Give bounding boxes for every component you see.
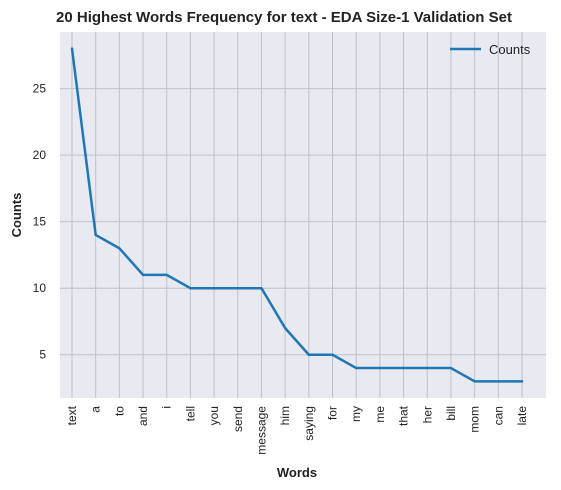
x-tick-label: my: [349, 406, 363, 422]
series-layer: [70, 47, 524, 383]
data-point: [118, 247, 121, 250]
x-tick-label: can: [491, 406, 505, 425]
data-point: [165, 273, 168, 277]
x-axis-label: Words: [277, 465, 317, 480]
data-point: [426, 366, 429, 370]
data-point: [331, 353, 334, 356]
x-tick-label: i: [160, 406, 174, 409]
data-point: [260, 287, 263, 290]
data-point: [212, 287, 216, 290]
data-point: [378, 366, 382, 370]
x-tick-label: text: [65, 405, 79, 425]
x-tick-label: her: [420, 406, 434, 423]
data-point: [189, 287, 192, 290]
data-point: [473, 380, 476, 383]
data-point: [402, 366, 405, 370]
legend-label-counts: Counts: [489, 42, 531, 57]
data-point: [355, 366, 358, 370]
y-tick-label: 25: [33, 82, 47, 96]
x-tick-label: tell: [183, 406, 197, 421]
data-point: [236, 287, 239, 290]
data-point: [497, 380, 500, 383]
data-point: [520, 380, 524, 383]
x-tick-label: him: [278, 406, 292, 425]
y-axis-label: Counts: [9, 193, 24, 238]
data-point: [283, 326, 287, 330]
x-tick-label: you: [207, 406, 221, 425]
x-tick-label: a: [89, 406, 103, 413]
chart-title: 20 Highest Words Frequency for text - ED…: [56, 9, 512, 26]
data-point: [141, 273, 145, 277]
x-tick-label: bill: [444, 406, 458, 421]
x-tick-label: me: [373, 406, 387, 423]
x-tick-label: late: [515, 406, 529, 426]
y-tick-label: 10: [33, 281, 47, 295]
y-tick-label: 15: [33, 215, 47, 229]
data-point: [70, 47, 74, 50]
y-tick-label: 20: [33, 148, 47, 162]
y-tick-label: 5: [39, 348, 46, 362]
x-tick-label: that: [397, 405, 411, 426]
x-tick-label: send: [231, 406, 245, 432]
legend: Counts: [450, 42, 531, 57]
x-tick-label: and: [136, 406, 150, 426]
grid-lines: [60, 32, 546, 398]
x-tick-label: saying: [302, 406, 316, 441]
data-point: [94, 233, 97, 237]
x-axis-ticks: text a to and i tell you send message him saying fo…: [65, 405, 529, 454]
data-point: [307, 353, 311, 356]
x-tick-label: to: [112, 406, 126, 416]
plot-area: [60, 32, 546, 398]
y-axis-ticks: 5 10 15 20 25: [33, 82, 47, 362]
x-tick-label: message: [254, 406, 268, 455]
x-tick-label: for: [326, 406, 340, 420]
data-point: [449, 366, 453, 370]
x-tick-label: mom: [468, 406, 482, 433]
series-line-counts: [70, 47, 524, 383]
